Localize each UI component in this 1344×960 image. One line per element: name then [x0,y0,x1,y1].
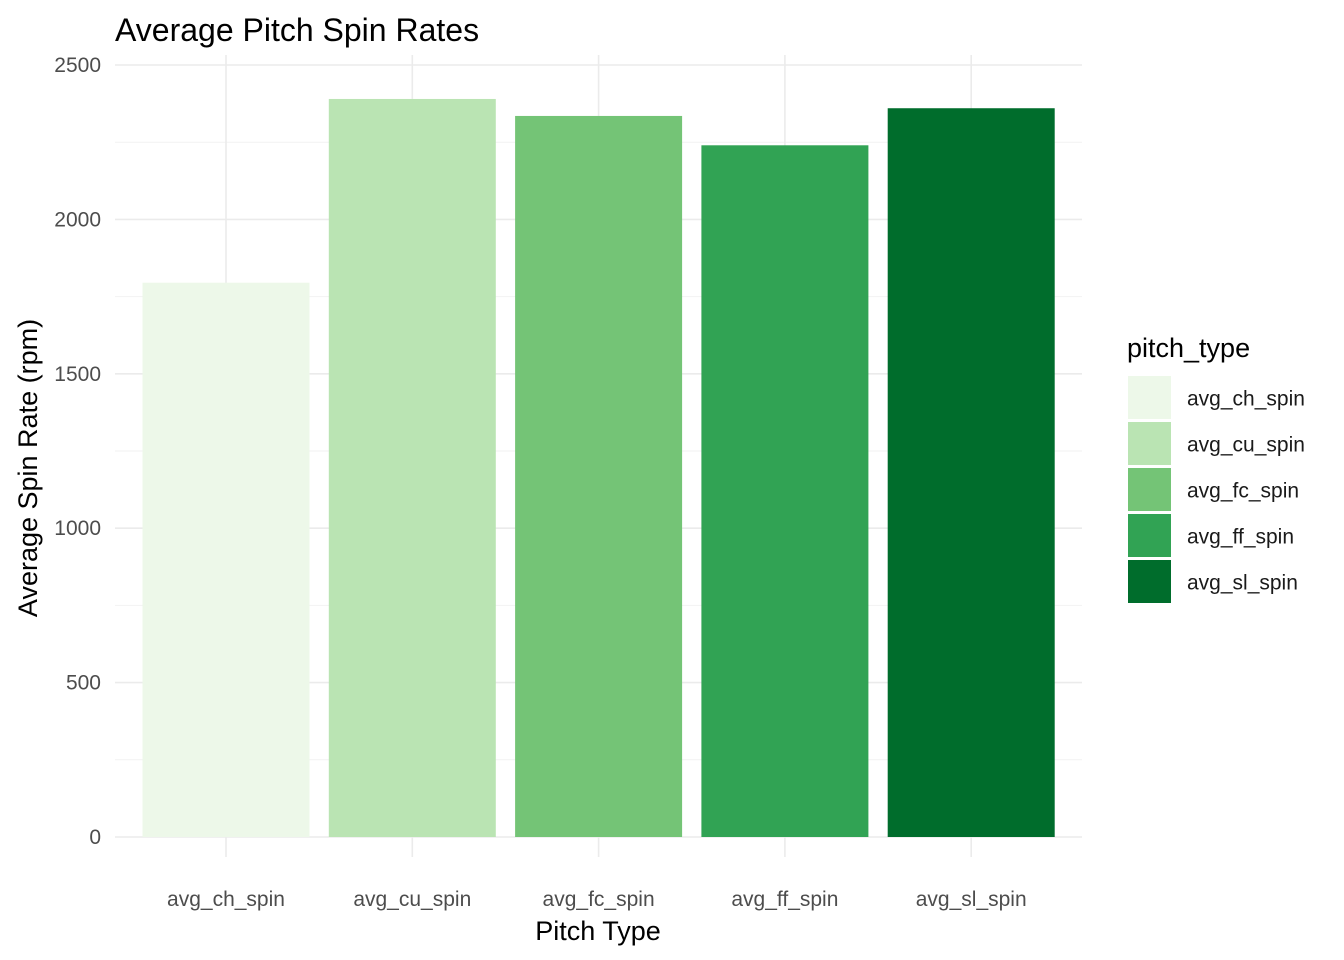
x-axis-ticks: avg_ch_spin avg_cu_spin avg_fc_spin avg_ff_… [167,888,1027,911]
legend: pitch_type avg_ch_spin avg_cu_spin avg_fc_… [1127,333,1305,603]
x-tick-label: avg_ch_spin [167,888,285,911]
x-axis-title: Pitch Type [535,916,661,946]
legend-swatch [1128,376,1171,419]
legend-swatch [1128,422,1171,465]
y-axis-ticks: 0 500 1000 1500 2000 2500 [54,54,101,849]
bars [142,98,1055,838]
y-tick-label: 500 [66,672,101,695]
legend-swatch [1128,560,1171,603]
x-tick-label: avg_cu_spin [353,888,471,911]
bar-avg_cu_spin [328,98,496,837]
bar-avg_ch_spin [142,282,310,838]
legend-swatch [1128,514,1171,557]
legend-label: avg_ff_spin [1187,526,1294,549]
y-tick-label: 2000 [54,208,101,231]
y-tick-label: 2500 [54,54,101,77]
y-tick-label: 1500 [54,363,101,386]
legend-label: avg_fc_spin [1187,480,1299,503]
legend-label: avg_ch_spin [1187,388,1305,411]
legend-label: avg_sl_spin [1187,572,1298,595]
x-tick-label: avg_ff_spin [731,888,838,911]
bar-avg_ff_spin [701,145,869,838]
legend-title: pitch_type [1127,333,1250,363]
y-tick-label: 1000 [54,517,101,540]
x-tick-label: avg_fc_spin [543,888,655,911]
legend-swatch [1128,468,1171,511]
y-axis-title: Average Spin Rate (rpm) [13,319,43,617]
bar-avg_sl_spin [887,108,1055,838]
y-tick-label: 0 [89,826,101,849]
bar-avg_fc_spin [515,115,683,837]
x-tick-label: avg_sl_spin [916,888,1027,911]
chart-title: Average Pitch Spin Rates [115,12,479,48]
legend-label: avg_cu_spin [1187,434,1305,457]
